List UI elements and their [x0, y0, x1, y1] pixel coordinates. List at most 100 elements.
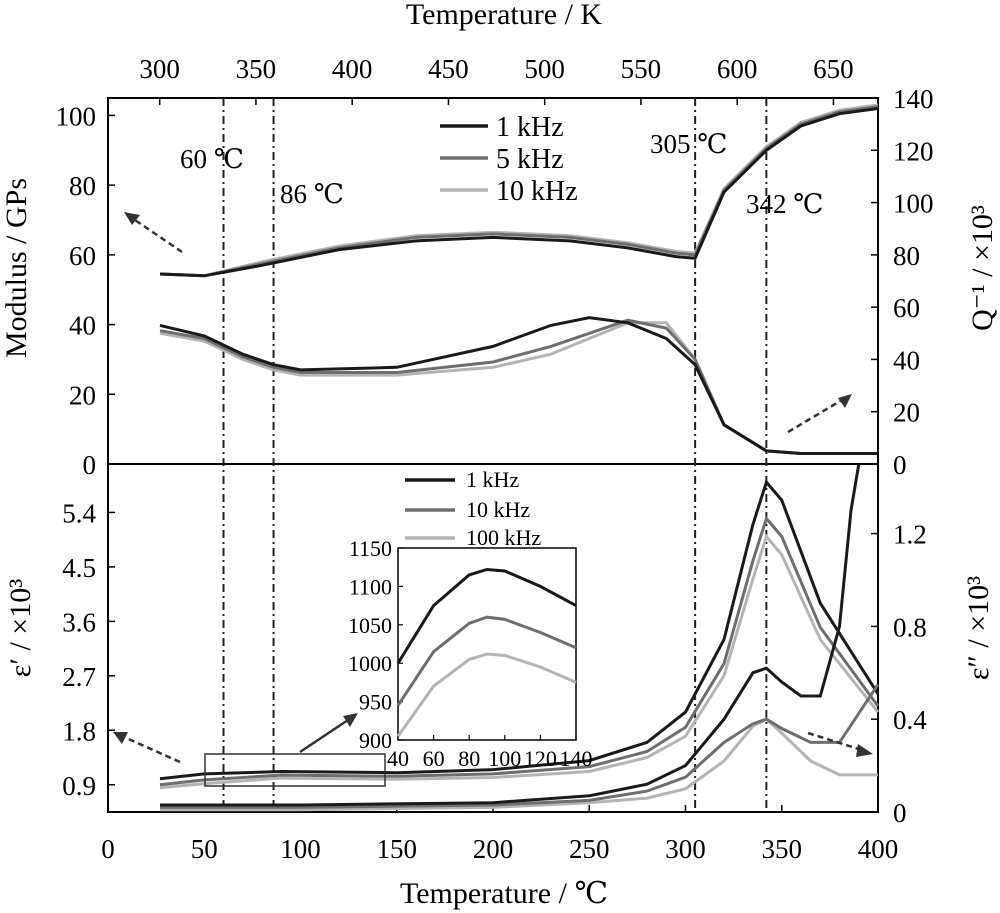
loss-ticks: 0 20 40 60 80 100 120 140	[871, 84, 934, 480]
legend-label-1khz-b: 1 kHz	[466, 467, 519, 492]
inset-y-tick-label: 1150	[349, 536, 392, 561]
legend-label-1khz: 1 kHz	[496, 112, 564, 143]
top-x-tick-label: 400	[332, 54, 373, 84]
bottom-x-axis-title: Temperature / ℃	[400, 877, 608, 910]
arrow-head-eps-real	[113, 732, 128, 744]
modulus-tick-label: 100	[56, 101, 97, 131]
eps-imag-axis-title: ε″ / ×10³	[962, 576, 995, 680]
eps-real-tick-label: 0.9	[62, 771, 96, 801]
eps-real-tick-label: 2.7	[62, 662, 96, 692]
bottom-x-tick-label: 350	[762, 834, 803, 864]
top-x-tick-label: 500	[524, 54, 565, 84]
bottom-x-tick-label: 300	[665, 834, 706, 864]
annotation-60C: 60 ℃	[180, 144, 244, 174]
inset-y-tick-label: 1050	[348, 613, 392, 638]
arrow-to-modulus-axis	[131, 216, 183, 254]
modulus-axis-title: Modulus / GPs	[0, 178, 33, 358]
inset-series	[396, 567, 577, 738]
bottom-x-ticks: 0 50 100 150 200 250 300 350 400	[101, 805, 898, 864]
eps-imag-tick-label: 0	[893, 798, 907, 828]
inset-line-1	[396, 615, 577, 707]
modulus-tick-label: 80	[69, 171, 96, 201]
modulus-ticks: 0 20 40 60 80 100	[56, 101, 115, 480]
inset-ticks: 40 60 80 100 120 140 900 950 1000 1050 1100 1150	[348, 536, 593, 771]
eps-real-line-100-khz	[159, 533, 880, 790]
eps-imag-line-10-khz	[160, 683, 880, 809]
top-x-tick-label: 300	[139, 54, 180, 84]
top-series	[159, 103, 879, 455]
loss-line-5-khz	[159, 318, 878, 455]
loss-tick-label: 60	[893, 293, 920, 323]
top-x-axis-title: Temperature / K	[406, 0, 602, 31]
eps-real-line-10-khz	[159, 515, 880, 787]
bottom-x-tick-label: 0	[101, 834, 115, 864]
inset-x-tick-label: 120	[524, 746, 557, 771]
inset-x-tick-label: 60	[423, 746, 445, 771]
annotation-305C: 305 ℃	[650, 129, 727, 159]
bottom-x-tick-label: 250	[569, 834, 610, 864]
eps-real-axis-title: ε′ / ×10³	[4, 579, 37, 677]
eps-imag-tick-label: 0.4	[893, 705, 927, 735]
inset-line-0	[396, 567, 577, 664]
top-x-tick-label: 650	[813, 54, 854, 84]
arrow-head-inset	[343, 713, 358, 727]
modulus-line-1-khz	[159, 107, 879, 278]
inset-x-tick-label: 40	[387, 746, 409, 771]
bottom-x-tick-label: 200	[473, 834, 514, 864]
legend-label-10khz-b: 10 kHz	[466, 497, 530, 522]
eps-imag-tick-label: 1.2	[893, 520, 927, 550]
bottom-legend: 1 kHz 10 kHz 100 kHz	[405, 467, 541, 550]
modulus-tick-label: 60	[69, 241, 96, 271]
eps-real-tick-label: 4.5	[62, 553, 96, 583]
arrow-to-loss-axis	[787, 398, 843, 434]
loss-tick-label: 140	[893, 84, 934, 114]
loss-tick-label: 80	[893, 241, 920, 271]
inset-y-tick-label: 950	[359, 690, 392, 715]
top-x-tick-label: 600	[717, 54, 758, 84]
bottom-x-tick-label: 400	[858, 834, 899, 864]
bottom-x-tick-label: 50	[191, 834, 218, 864]
inset-x-tick-label: 100	[488, 746, 521, 771]
loss-tick-label: 100	[893, 189, 934, 219]
eps-real-tick-label: 3.6	[62, 607, 96, 637]
top-x-tick-label: 550	[621, 54, 662, 84]
eps-real-ticks: 0.9 1.8 2.7 3.6 4.5 5.4	[62, 498, 115, 801]
annotation-342C: 342 ℃	[746, 189, 823, 219]
loss-tick-label: 40	[893, 345, 920, 375]
top-x-tick-label: 350	[236, 54, 277, 84]
arrow-head-eps-imag	[856, 744, 873, 757]
loss-tick-label: 120	[893, 136, 934, 166]
inset-plot: 40 60 80 100 120 140 900 950 1000 1050 1100 1150	[348, 536, 593, 771]
top-legend: 1 kHz 5 kHz 10 kHz	[440, 112, 578, 207]
bottom-x-tick-label: 100	[280, 834, 321, 864]
eps-real-line-1-khz	[159, 479, 880, 781]
legend-label-10khz: 10 kHz	[496, 176, 578, 207]
eps-imag-line-1-khz	[160, 463, 861, 807]
legend-label-5khz: 5 kHz	[496, 144, 564, 175]
bottom-x-tick-label: 150	[377, 834, 418, 864]
inset-frame	[397, 547, 577, 741]
zoom-region-box	[204, 753, 386, 787]
bottom-series	[159, 463, 880, 812]
inset-y-tick-label: 900	[359, 728, 392, 753]
eps-real-tick-label: 1.8	[62, 716, 96, 746]
eps-real-tick-label: 5.4	[62, 498, 96, 528]
axis-arrows	[113, 212, 873, 764]
arrow-to-inset	[299, 718, 349, 754]
eps-imag-line-100-khz	[160, 717, 878, 812]
arrow-head-modulus	[124, 212, 140, 225]
inset-y-tick-label: 1100	[349, 574, 392, 599]
inset-x-tick-label: 140	[560, 746, 593, 771]
top-x-ticks: 300 350 400 450 500 550 600 650	[139, 54, 854, 105]
arrow-to-eps-real-axis	[123, 735, 181, 764]
arrow-head-loss	[838, 394, 852, 408]
inset-line-2	[396, 652, 577, 738]
inset-y-tick-label: 1000	[348, 651, 392, 676]
loss-tick-label: 0	[893, 450, 907, 480]
loss-line-10-khz	[159, 321, 878, 455]
modulus-tick-label: 0	[83, 450, 97, 480]
eps-imag-tick-label: 0.8	[893, 612, 927, 642]
loss-axis-title: Q⁻¹ / ×10³	[966, 205, 999, 331]
eps-imag-ticks: 0 0.4 0.8 1.2	[871, 520, 927, 828]
